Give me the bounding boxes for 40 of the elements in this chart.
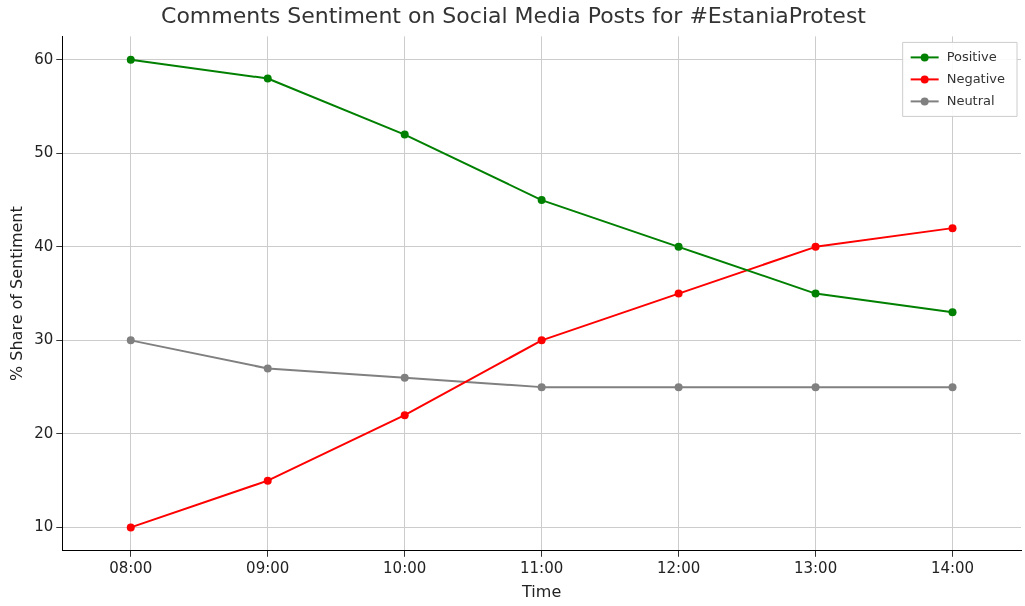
point <box>674 383 683 392</box>
y-tick-label: 50 <box>34 143 54 162</box>
chart-title: Comments Sentiment on Social Media Posts for #EstaniaProtest <box>161 2 867 28</box>
point <box>400 373 409 382</box>
point <box>400 130 409 139</box>
x-tick-label: 11:00 <box>520 558 564 577</box>
y-tick-label: 60 <box>34 49 54 68</box>
x-tick-label: 12:00 <box>656 558 701 577</box>
point <box>263 476 272 485</box>
point <box>263 74 272 83</box>
legend-label: Negative <box>946 70 1005 86</box>
x-tick-label: 09:00 <box>246 558 290 577</box>
y-tick-label: 20 <box>34 423 54 442</box>
x-tick-label: 10:00 <box>383 558 427 577</box>
y-tick-label: 30 <box>34 330 54 349</box>
point <box>948 224 957 233</box>
point <box>811 242 820 251</box>
x-tick-label: 13:00 <box>793 558 838 577</box>
point <box>537 383 546 392</box>
point <box>263 364 272 373</box>
x-tick-label: 14:00 <box>930 558 975 577</box>
point <box>126 55 135 64</box>
point <box>126 523 135 532</box>
y-tick-label: 10 <box>34 517 54 536</box>
point <box>537 196 546 205</box>
point <box>400 411 409 420</box>
legend-label: Positive <box>946 48 997 64</box>
point <box>811 383 820 392</box>
x-axis-title: Time <box>521 581 562 601</box>
point <box>948 308 957 317</box>
point <box>537 336 546 345</box>
legend-label: Neutral <box>946 92 995 108</box>
point <box>811 289 820 298</box>
point <box>674 242 683 251</box>
y-tick-label: 40 <box>34 236 54 255</box>
y-axis-title: % Share of Sentiment <box>6 206 26 381</box>
point <box>674 289 683 298</box>
x-tick-label: 08:00 <box>109 558 153 577</box>
point <box>948 383 957 392</box>
point <box>126 336 135 345</box>
